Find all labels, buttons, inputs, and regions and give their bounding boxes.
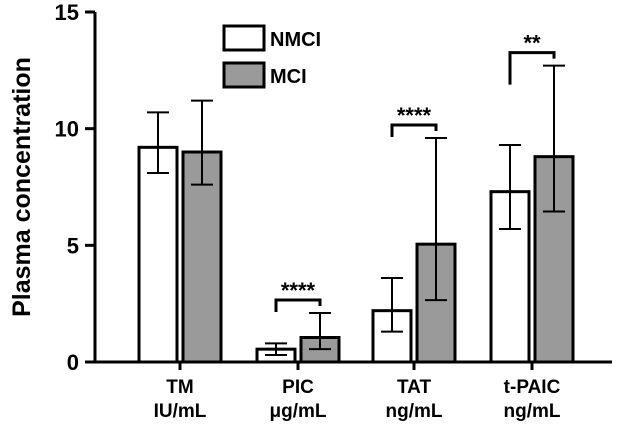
significance-label: **** xyxy=(281,278,316,303)
y-tick-label: 0 xyxy=(67,350,79,375)
y-axis-label: Plasma concentration xyxy=(8,57,36,317)
significance-label: **** xyxy=(397,103,432,128)
y-tick-label: 10 xyxy=(55,117,79,142)
y-tick-label: 15 xyxy=(55,0,79,25)
x-tick-unit: μg/mL xyxy=(269,401,326,422)
legend-label: NMCI xyxy=(270,29,321,51)
y-ticks: 0 5 10 15 xyxy=(55,0,95,375)
legend-label: MCI xyxy=(270,66,307,88)
x-tick-label: TAT xyxy=(397,377,432,398)
y-tick-label: 5 xyxy=(67,233,79,258)
x-ticks: TM IU/mL PIC μg/mL TAT ng/mL t-PAIC ng/mL xyxy=(154,362,561,422)
significance-brackets: ********** xyxy=(274,31,556,312)
legend-swatch-nmci xyxy=(222,24,266,52)
x-tick-unit: ng/mL xyxy=(386,401,443,422)
legend: NMCI MCI xyxy=(222,24,321,89)
significance-bracket xyxy=(274,298,322,312)
x-tick-unit: IU/mL xyxy=(154,401,207,422)
significance-label: ** xyxy=(523,31,541,56)
x-tick-label: TM xyxy=(166,377,193,398)
significance-bracket xyxy=(390,123,438,137)
significance-bracket xyxy=(508,51,556,85)
x-tick-label: PIC xyxy=(282,377,314,398)
bar-nmci xyxy=(137,145,179,364)
bars xyxy=(137,64,575,364)
x-tick-label: t-PAIC xyxy=(504,377,561,398)
x-tick-unit: ng/mL xyxy=(504,401,561,422)
legend-swatch-mci xyxy=(222,61,266,89)
